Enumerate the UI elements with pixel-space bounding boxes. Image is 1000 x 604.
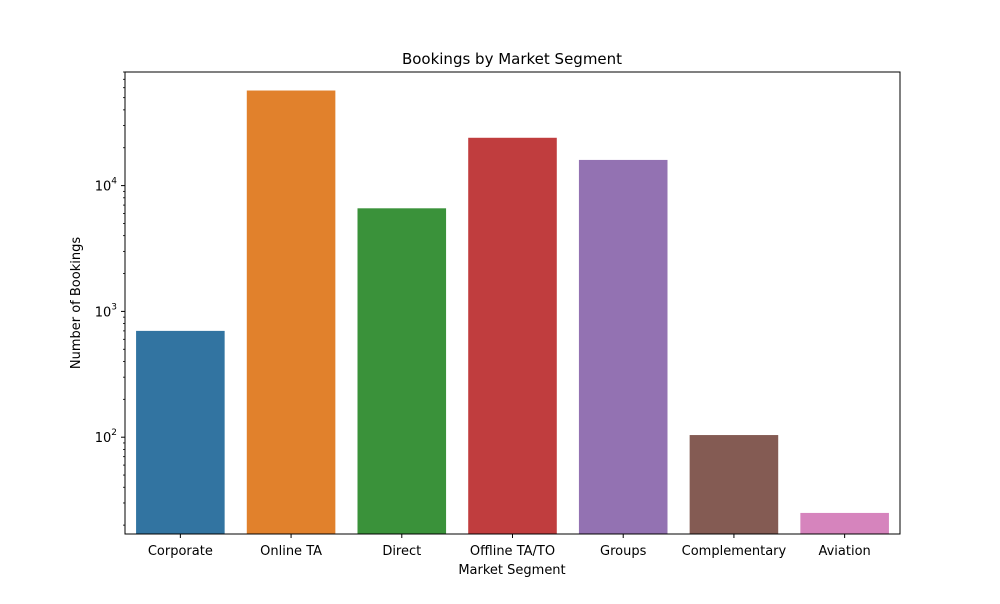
x-tick-label: Online TA xyxy=(260,544,322,559)
bar-aviation xyxy=(800,512,889,534)
x-tick-label: Complementary xyxy=(682,544,787,559)
y-axis-label: Number of Bookings xyxy=(69,237,84,369)
plot-frame xyxy=(124,71,901,535)
bar-complementary xyxy=(689,435,779,534)
bar-corporate xyxy=(136,330,225,534)
x-axis-label: Market Segment xyxy=(458,563,565,578)
bars-layer xyxy=(136,90,889,535)
bar-offline-ta-to xyxy=(468,137,557,534)
x-tick-label: Corporate xyxy=(148,544,213,559)
x-tick-label: Offline TA/TO xyxy=(470,544,555,559)
x-tick-label: Groups xyxy=(600,544,647,559)
y-tick-label: 104 xyxy=(95,177,118,195)
y-ticks-layer: 102 103 104 xyxy=(95,177,125,446)
x-tick-label: Aviation xyxy=(818,544,870,559)
chart-title: Bookings by Market Segment xyxy=(402,50,622,68)
x-tick-label: Direct xyxy=(382,544,421,559)
y-tick-label: 103 xyxy=(95,302,117,320)
x-ticks-layer: Corporate Online TA Direct Offline TA/TO Gro… xyxy=(148,534,871,559)
bar-direct xyxy=(357,208,447,535)
bar-groups xyxy=(578,159,668,535)
y-tick-label: 102 xyxy=(95,428,117,446)
bar-online-ta xyxy=(246,90,336,535)
